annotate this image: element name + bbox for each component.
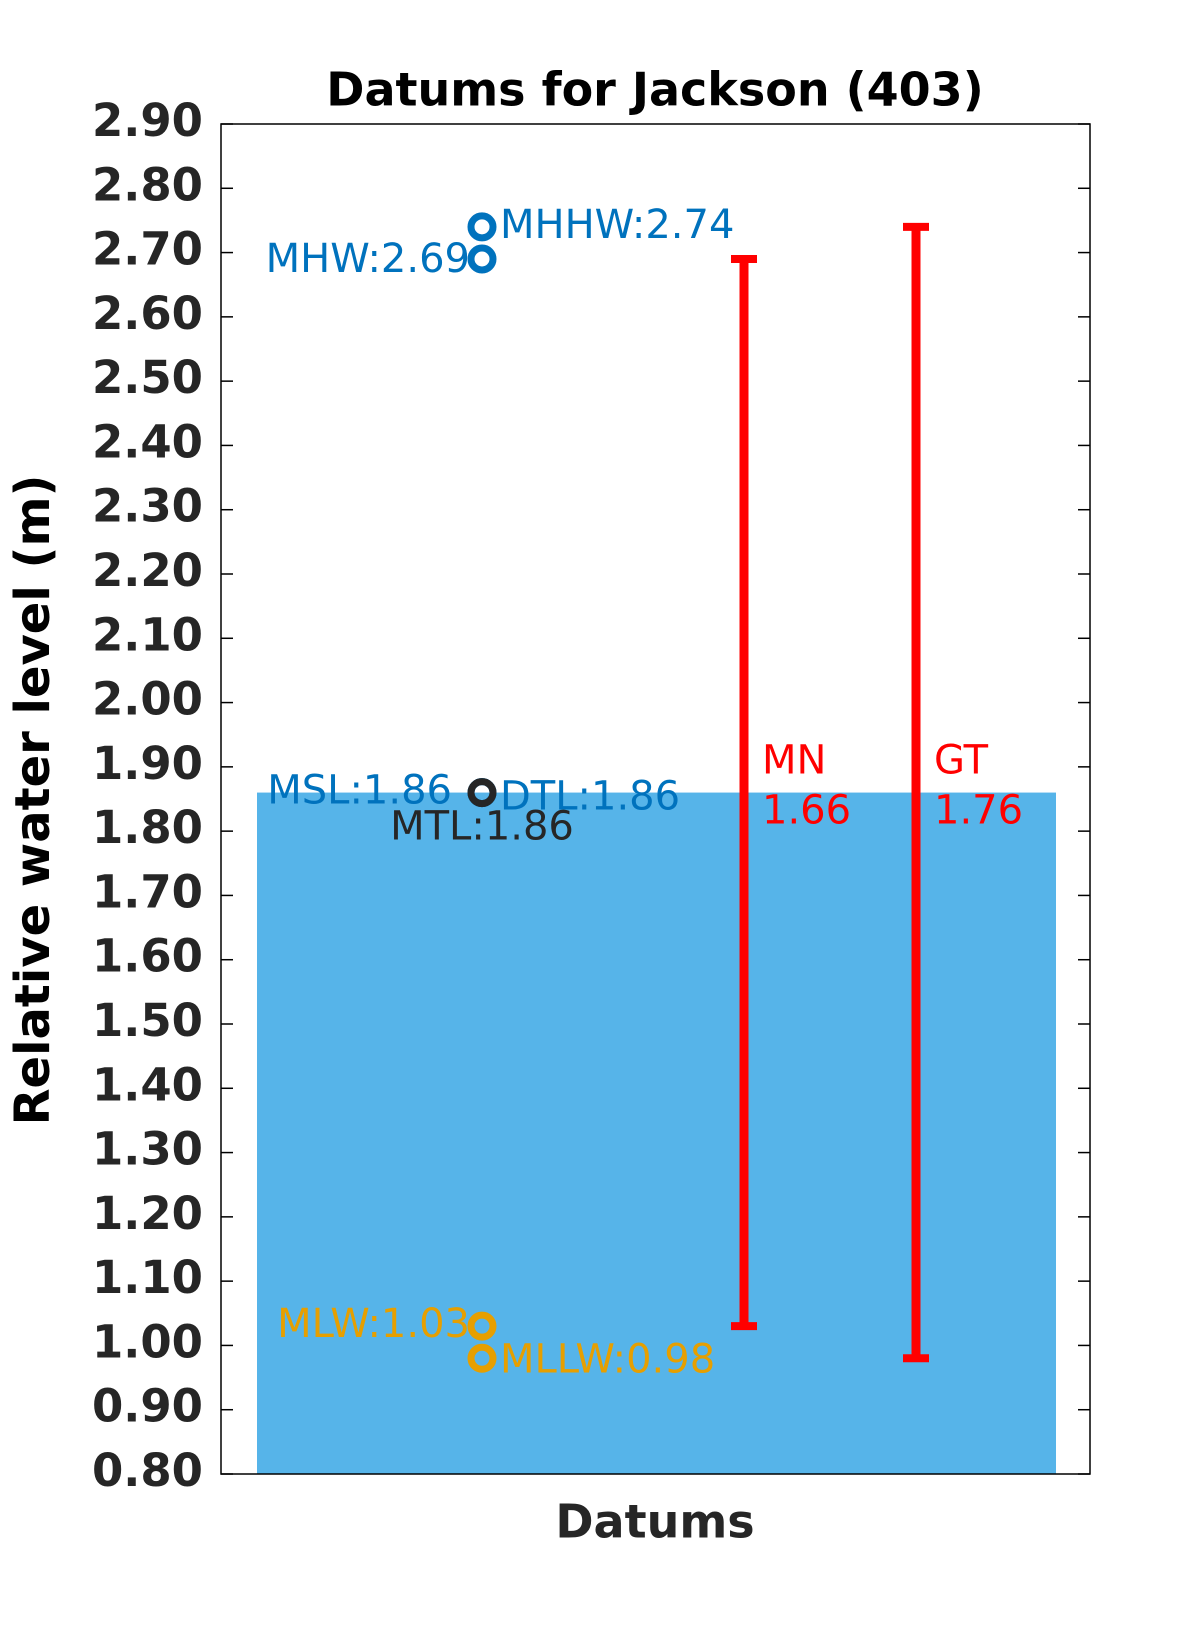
datum-marker bbox=[467, 212, 497, 242]
datum-label: MHHW:2.74 bbox=[500, 202, 734, 248]
datum-marker bbox=[467, 1343, 497, 1373]
y-tick-label: 0.80 bbox=[92, 1444, 203, 1497]
chart-title: Datums for Jackson (403) bbox=[326, 63, 983, 117]
y-tick-label: 2.30 bbox=[92, 480, 203, 533]
datum-label: MTL:1.86 bbox=[390, 804, 574, 850]
y-tick-label: 2.20 bbox=[92, 544, 203, 597]
y-tick-label: 1.00 bbox=[92, 1315, 203, 1368]
y-tick-label: 2.60 bbox=[92, 287, 203, 340]
y-tick-label: 1.60 bbox=[92, 930, 203, 983]
plot-frame bbox=[220, 123, 1091, 1475]
y-tick-label: 2.70 bbox=[92, 223, 203, 276]
y-tick-label: 1.80 bbox=[92, 801, 203, 854]
range-name: GT bbox=[934, 738, 989, 784]
range-value: 1.76 bbox=[934, 788, 1023, 834]
datum-label: MLW:1.03 bbox=[277, 1301, 470, 1347]
y-tick-label: 2.80 bbox=[92, 158, 203, 211]
datum-label: MSL:1.86 bbox=[267, 768, 452, 814]
range-name: MN bbox=[762, 738, 826, 784]
datum-label: DTL:1.86 bbox=[500, 774, 680, 820]
y-axis-label: Relative water level (m) bbox=[5, 475, 61, 1126]
y-tick-label: 2.00 bbox=[92, 673, 203, 726]
datum-marker bbox=[467, 244, 497, 274]
y-tick-label: 1.10 bbox=[92, 1251, 203, 1304]
y-tick-label: 1.90 bbox=[92, 737, 203, 790]
y-tick-label: 1.30 bbox=[92, 1123, 203, 1176]
datum-marker bbox=[467, 1311, 497, 1341]
y-tick-label: 1.40 bbox=[92, 1058, 203, 1111]
y-tick-label: 2.90 bbox=[92, 94, 203, 147]
datum-label: MHW:2.69 bbox=[266, 236, 470, 282]
y-tick-label: 1.70 bbox=[92, 865, 203, 918]
y-tick-label: 2.40 bbox=[92, 415, 203, 468]
y-tick-label: 0.90 bbox=[92, 1380, 203, 1433]
datum-marker bbox=[467, 778, 497, 808]
datum-label: MLLW:0.98 bbox=[500, 1336, 715, 1382]
y-tick-label: 1.20 bbox=[92, 1187, 203, 1240]
y-tick-label: 2.10 bbox=[92, 608, 203, 661]
y-tick-label: 2.50 bbox=[92, 351, 203, 404]
y-tick-label: 1.50 bbox=[92, 994, 203, 1047]
x-axis-label: Datums bbox=[555, 1495, 754, 1549]
range-value: 1.66 bbox=[762, 788, 851, 834]
